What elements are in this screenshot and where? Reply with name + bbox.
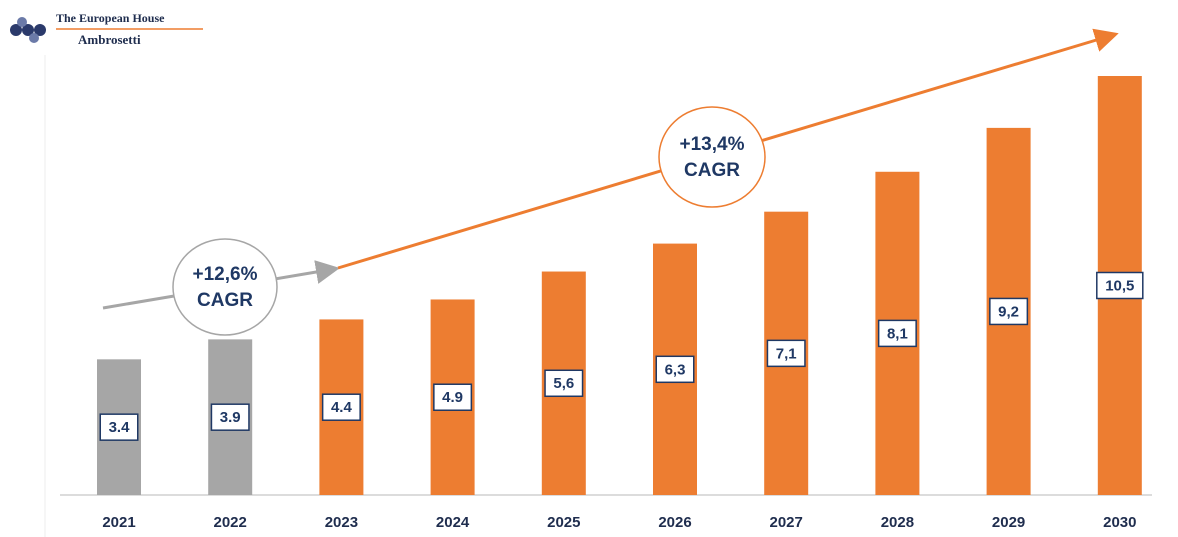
x-tick-label: 2024 bbox=[436, 514, 470, 531]
value-label: 8,1 bbox=[887, 325, 908, 342]
x-tick-label: 2027 bbox=[770, 514, 803, 531]
value-label: 6,3 bbox=[665, 361, 686, 378]
x-tick-label: 2030 bbox=[1103, 514, 1136, 531]
annotation-text: +13,4% bbox=[680, 134, 745, 155]
annotation-circle bbox=[658, 106, 766, 208]
x-tick-label: 2025 bbox=[547, 514, 580, 531]
value-label-box bbox=[766, 339, 806, 368]
x-tick-label: 2021 bbox=[102, 514, 135, 531]
value-label-box bbox=[433, 383, 473, 411]
annotation-circle bbox=[172, 238, 278, 336]
value-label-box bbox=[99, 413, 139, 441]
value-label: 7,1 bbox=[776, 345, 797, 362]
value-label: 10,5 bbox=[1105, 277, 1134, 294]
value-label-box bbox=[210, 403, 250, 431]
value-label: 4.9 bbox=[442, 389, 463, 406]
value-label-box bbox=[544, 369, 584, 398]
value-label: 5,6 bbox=[553, 375, 574, 392]
x-tick-label: 2026 bbox=[658, 514, 691, 531]
value-label-box bbox=[655, 355, 695, 384]
annotation-text: CAGR bbox=[684, 160, 740, 181]
logo-text: Ambrosetti bbox=[78, 32, 141, 47]
x-tick-label: 2022 bbox=[214, 514, 247, 531]
value-label: 3.9 bbox=[220, 409, 241, 426]
logo: The European House Ambrosetti bbox=[10, 11, 203, 47]
x-tick-label: 2028 bbox=[881, 514, 914, 531]
value-label: 9,2 bbox=[998, 303, 1019, 320]
value-label: 4.4 bbox=[331, 399, 353, 416]
value-label-box bbox=[989, 297, 1029, 326]
value-label-box bbox=[1096, 271, 1144, 300]
logo-text: The European House bbox=[56, 11, 165, 25]
x-tick-label: 2023 bbox=[325, 514, 358, 531]
value-label: 3.4 bbox=[109, 419, 131, 436]
annotation-text: CAGR bbox=[197, 290, 253, 311]
x-tick-label: 2029 bbox=[992, 514, 1025, 531]
value-label-box bbox=[877, 319, 917, 348]
annotation-text: +12,6% bbox=[193, 264, 258, 285]
logo-icon bbox=[10, 17, 46, 43]
value-label-box bbox=[321, 393, 361, 421]
